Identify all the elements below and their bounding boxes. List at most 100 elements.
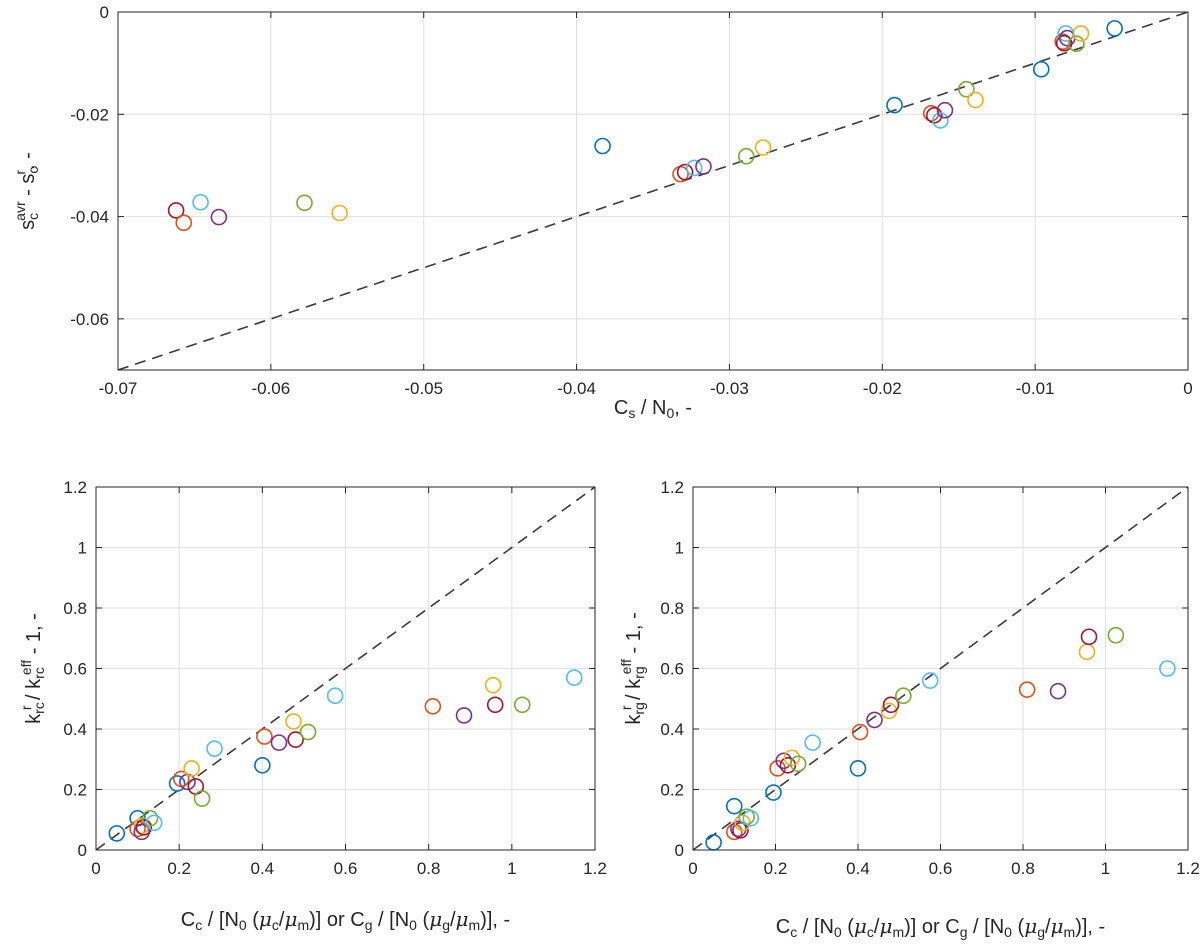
x-axis-title: Cc / [N0 (μc/μm)] or Cg / [N0 (μg/μm)], … xyxy=(181,907,510,933)
data-point-yellow xyxy=(183,760,200,777)
y-axis-title: krcr / krceff - 1, - xyxy=(18,613,47,724)
data-point-green xyxy=(895,687,912,705)
x-tick-label: 0.8 xyxy=(417,859,441,878)
data-point-red xyxy=(287,731,304,748)
axes-frame xyxy=(117,11,1189,371)
data-point-purple xyxy=(270,734,288,751)
data-point-purple xyxy=(695,158,712,175)
axis-title-part: C xyxy=(181,909,195,931)
x-tick-label: -0.04 xyxy=(557,379,596,398)
y-tick-label: 1 xyxy=(78,539,87,558)
y-tick-label: -0.02 xyxy=(70,105,109,124)
axis-title-part: C xyxy=(776,916,790,938)
data-point-orange xyxy=(129,820,146,838)
y-tick-label: 0 xyxy=(100,3,109,22)
axis-title-part: )] or C xyxy=(309,909,365,931)
axis-title-part: - 1, - xyxy=(23,613,45,660)
data-point-purple xyxy=(866,711,883,729)
data-point-green xyxy=(737,147,755,165)
data-point-green xyxy=(141,809,159,827)
y-tick-label: 0.4 xyxy=(660,720,684,739)
data-point-blue xyxy=(765,784,782,801)
axis-title-part: s xyxy=(628,405,635,421)
data-point-green xyxy=(1068,35,1085,53)
data-point-cyan xyxy=(145,814,163,832)
data-point-orange xyxy=(851,723,869,741)
data-point-yellow xyxy=(285,713,302,730)
axis-title-part: μ xyxy=(854,914,867,938)
data-point-yellow xyxy=(783,749,801,767)
data-point-red xyxy=(135,819,153,836)
data-point-yellow xyxy=(754,139,772,156)
data-point-yellow xyxy=(484,676,502,694)
axis-title-part: m xyxy=(1064,924,1076,940)
axis-title-part: c xyxy=(25,167,41,174)
x-tick-label: 1 xyxy=(1101,859,1110,878)
data-point-green xyxy=(193,790,211,807)
data-point-orange xyxy=(424,698,442,715)
reference-line-y-equals-x xyxy=(95,486,596,851)
x-tick-label: 1.2 xyxy=(1176,859,1200,878)
axis-title-part: 0 xyxy=(1004,924,1012,940)
data-point-cyan xyxy=(206,740,223,757)
data-point-blue xyxy=(108,825,126,842)
data-point-cyan xyxy=(685,159,703,177)
axis-title-part: μ xyxy=(1051,914,1064,938)
x-tick-label: 0 xyxy=(688,859,697,878)
y-axis-title: krgr / krgeff - 1, - xyxy=(618,612,647,724)
y-tick-label: 0.6 xyxy=(63,660,87,679)
data-point-blue xyxy=(168,775,186,792)
axis-title-part: avr xyxy=(12,201,28,221)
data-point-blue xyxy=(1106,20,1123,37)
axis-title-part: rg xyxy=(631,702,647,714)
axis-title-part: - s xyxy=(17,174,39,202)
axis-title-part: / N xyxy=(635,397,666,419)
axis-title-part: eff xyxy=(18,660,34,675)
data-point-red xyxy=(486,696,504,714)
axis-title-part: / k xyxy=(23,678,45,706)
data-point-green xyxy=(789,755,807,773)
axis-title-part: / [N xyxy=(797,916,834,938)
data-point-purple xyxy=(455,707,473,724)
data-point-orange xyxy=(1018,681,1036,698)
y-tick-label: 0.8 xyxy=(63,599,87,618)
y-tick-label: 0.4 xyxy=(63,720,87,739)
axis-title-part: / xyxy=(874,916,880,938)
data-point-purple xyxy=(936,101,954,119)
x-tick-label: 0.6 xyxy=(334,859,358,878)
data-point-orange xyxy=(725,823,743,841)
axis-title-part: )], - xyxy=(1075,916,1105,938)
axis-title-part: C xyxy=(614,397,628,419)
data-point-cyan xyxy=(921,672,939,689)
data-point-red xyxy=(882,696,900,714)
axis-title-part: μ xyxy=(1024,914,1037,938)
axis-title-part: eff xyxy=(618,659,634,674)
y-tick-label: -0.06 xyxy=(70,310,109,329)
axis-title-part: g xyxy=(960,924,968,940)
y-tick-label: 0.8 xyxy=(660,599,684,618)
axis-title-part: 0 xyxy=(239,917,247,933)
x-tick-label: -0.05 xyxy=(404,379,443,398)
data-point-blue xyxy=(594,137,611,155)
x-tick-label: 0 xyxy=(91,859,100,878)
axis-title-part: ( xyxy=(1012,916,1025,938)
data-point-red xyxy=(1080,628,1098,646)
data-point-green xyxy=(1107,626,1125,644)
y-tick-label: 1 xyxy=(675,539,684,558)
data-point-green xyxy=(299,723,317,741)
axis-title-part: 0 xyxy=(667,405,675,421)
data-point-yellow xyxy=(331,204,348,222)
data-point-cyan xyxy=(326,687,344,705)
chart-top-scatter: -0.07 -0.06 -0.05 -0.04 -0.03 -0.02 -0.01 0 -0.0… xyxy=(12,3,1193,421)
axis-title-part: / xyxy=(279,909,285,931)
x-tick-label: 0.4 xyxy=(251,859,275,878)
x-tick-label: -0.07 xyxy=(99,379,138,398)
chart-bottom-right-scatter: 0 0.2 0.4 0.6 0.8 1 1.2 0 0.2 0.4 0.6 0.8 1 1.2 Cc / [… xyxy=(618,478,1200,940)
x-axis-title: Cc / [N0 (μc/μm)] or Cg / [N0 (μg/μm)], … xyxy=(776,914,1105,940)
axis-title-part: ( xyxy=(842,916,855,938)
axis-title-part: s xyxy=(17,220,39,230)
data-point-orange xyxy=(256,728,273,745)
axis-title-part: , - xyxy=(674,397,692,419)
y-tick-label: 0.6 xyxy=(660,660,684,679)
chart-bottom-left-scatter: 0 0.2 0.4 0.6 0.8 1 1.2 0 0.2 0.4 0.6 0.8 1 1.2 Cc / [… xyxy=(18,478,607,933)
